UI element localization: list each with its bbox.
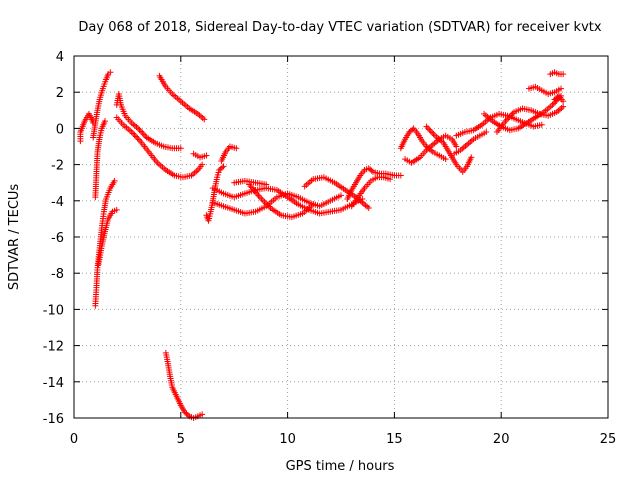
data-point bbox=[310, 201, 317, 208]
data-point bbox=[259, 197, 266, 204]
data-point bbox=[560, 98, 567, 105]
data-point bbox=[130, 130, 137, 137]
chart-title: Day 068 of 2018, Sidereal Day-to-day VTE… bbox=[78, 20, 601, 35]
data-point bbox=[184, 411, 191, 418]
data-point bbox=[199, 411, 206, 418]
data-point bbox=[137, 128, 144, 135]
data-point bbox=[219, 164, 226, 171]
data-point bbox=[442, 156, 449, 163]
y-tick-label: -12 bbox=[43, 340, 64, 355]
y-tick-label: -2 bbox=[51, 159, 64, 174]
y-tick-label: 0 bbox=[56, 122, 64, 137]
y-tick-label: 4 bbox=[56, 50, 64, 65]
data-point bbox=[220, 163, 227, 170]
data-point bbox=[423, 123, 430, 130]
data-point bbox=[203, 152, 210, 159]
data-point bbox=[560, 71, 567, 78]
x-axis-ticks: 0 5 10 15 20 25 bbox=[70, 56, 616, 447]
data-point bbox=[111, 177, 118, 184]
data-point bbox=[132, 133, 139, 140]
data-marks bbox=[77, 69, 567, 421]
x-tick-label: 5 bbox=[177, 432, 185, 447]
data-point bbox=[177, 145, 184, 152]
data-point bbox=[258, 195, 265, 202]
x-tick-label: 0 bbox=[70, 432, 78, 447]
data-point bbox=[139, 129, 146, 136]
data-point bbox=[255, 192, 262, 199]
y-tick-label: -6 bbox=[51, 231, 64, 246]
data-point bbox=[365, 205, 372, 212]
data-point bbox=[199, 161, 206, 168]
y-axis-label: SDTVAR / TECUs bbox=[7, 184, 22, 291]
data-point bbox=[430, 131, 437, 138]
x-tick-label: 10 bbox=[279, 432, 296, 447]
data-point bbox=[387, 176, 394, 183]
x-axis-label: GPS time / hours bbox=[286, 459, 395, 474]
data-point bbox=[554, 94, 561, 101]
x-tick-label: 20 bbox=[493, 432, 510, 447]
y-tick-label: 2 bbox=[56, 86, 64, 101]
x-tick-label: 15 bbox=[386, 432, 403, 447]
data-point bbox=[140, 131, 147, 138]
y-tick-label: -14 bbox=[43, 376, 64, 391]
x-tick-label: 25 bbox=[600, 432, 617, 447]
data-point bbox=[424, 125, 431, 132]
y-tick-label: -4 bbox=[51, 195, 64, 210]
data-point bbox=[135, 136, 142, 143]
data-point bbox=[134, 135, 141, 142]
data-point bbox=[131, 132, 138, 139]
data-point bbox=[429, 129, 436, 136]
data-point bbox=[368, 167, 375, 174]
data-point bbox=[427, 128, 434, 135]
y-axis-ticks: 4 2 0 -2 -4 -6 -8 -10 -12 -14 -16 bbox=[43, 50, 608, 427]
y-tick-label: -10 bbox=[43, 303, 64, 318]
data-point bbox=[263, 181, 270, 188]
data-point bbox=[256, 194, 263, 201]
data-point bbox=[107, 69, 114, 76]
y-tick-label: -8 bbox=[51, 267, 64, 282]
y-tick-label: -16 bbox=[43, 412, 64, 427]
data-point bbox=[453, 143, 460, 150]
data-point bbox=[538, 121, 545, 128]
data-point bbox=[247, 183, 254, 190]
data-point bbox=[201, 116, 208, 123]
data-point bbox=[560, 103, 567, 110]
data-point bbox=[397, 172, 404, 179]
data-point bbox=[136, 126, 143, 133]
data-point bbox=[558, 85, 565, 92]
data-point bbox=[468, 154, 475, 161]
data-point bbox=[409, 126, 416, 133]
data-point bbox=[113, 206, 120, 213]
data-point bbox=[483, 129, 490, 136]
data-point bbox=[101, 118, 108, 125]
data-point bbox=[233, 145, 240, 152]
data-point bbox=[426, 126, 433, 133]
data-point bbox=[251, 187, 258, 194]
data-point bbox=[338, 192, 344, 199]
data-point bbox=[550, 100, 557, 107]
